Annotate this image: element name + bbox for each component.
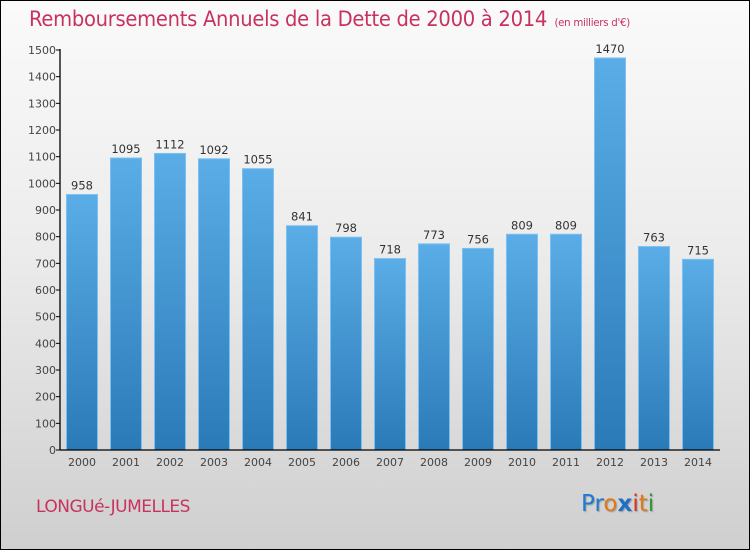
city-name: LONGUé-JUMELLES [36, 497, 190, 517]
bar-2002 [154, 152, 186, 451]
data-label-2001: 1095 [111, 142, 140, 156]
x-tick-label-2013: 2013 [640, 456, 668, 469]
x-tick-label-2000: 2000 [68, 456, 96, 469]
bar-2007 [374, 258, 406, 451]
data-label-2005: 841 [291, 210, 313, 224]
y-tick-label-1500: 1500 [28, 44, 56, 57]
title-text: Remboursements Annuels de la Dette de 20… [29, 7, 548, 31]
x-tick-label-2003: 2003 [200, 456, 228, 469]
x-tick-label-2002: 2002 [156, 456, 184, 469]
y-axis: 0 100 200 300 400 500 600 700 800 900 1000 1100 1200… [28, 44, 61, 457]
x-tick-label-2009: 2009 [464, 456, 492, 469]
bar-2008 [418, 243, 450, 451]
bar-2005 [286, 225, 318, 451]
logo-letter: r [594, 491, 604, 517]
y-tick-label-400: 400 [35, 337, 56, 350]
x-tick-label-2007: 2007 [376, 456, 404, 469]
x-tick-label-2006: 2006 [332, 456, 360, 469]
y-tick-label-100: 100 [35, 417, 56, 430]
data-label-2000: 958 [71, 179, 93, 193]
logo-letter: P [581, 491, 595, 517]
y-tick-label-800: 800 [35, 231, 56, 244]
bar-2003 [198, 158, 230, 451]
data-label-2010: 809 [511, 218, 533, 232]
data-label-2003: 1092 [199, 143, 228, 157]
bars-group: 958 1095 1112 1092 1055 841 798 718 773 756 809 809… [66, 42, 714, 451]
bar-2014 [682, 258, 714, 451]
logo-letter: i [632, 491, 639, 517]
proxiti-logo[interactable]: Proxiti [581, 491, 654, 517]
y-tick-label-700: 700 [35, 257, 56, 270]
unit-note: (en milliers d'€) [554, 16, 630, 29]
y-tick-label-900: 900 [35, 204, 56, 217]
chart-title: Remboursements Annuels de la Dette de 20… [29, 7, 630, 31]
data-label-2002: 1112 [155, 137, 184, 151]
x-tick-label-2001: 2001 [112, 456, 140, 469]
data-label-2012: 1470 [595, 42, 624, 56]
bar-2000 [66, 194, 98, 451]
y-tick-label-500: 500 [35, 311, 56, 324]
y-tick-label-1100: 1100 [28, 151, 56, 164]
data-label-2007: 718 [379, 243, 401, 257]
bar-2009 [462, 247, 494, 451]
data-label-2006: 798 [335, 221, 357, 235]
data-label-2011: 809 [555, 218, 577, 232]
data-label-2009: 756 [467, 232, 489, 246]
logo-letter: t [638, 491, 648, 517]
bar-2011 [550, 233, 582, 451]
bar-2006 [330, 236, 362, 451]
data-label-2013: 763 [643, 231, 665, 245]
y-tick-label-1000: 1000 [28, 177, 56, 190]
y-tick-label-1400: 1400 [28, 71, 56, 84]
data-label-2014: 715 [687, 243, 709, 257]
logo-letter: i [647, 491, 655, 517]
x-tick-label-2014: 2014 [684, 456, 712, 469]
y-tick-label-1200: 1200 [28, 124, 56, 137]
x-tick-label-2011: 2011 [552, 456, 580, 469]
x-tick-label-2010: 2010 [508, 456, 536, 469]
y-tick-label-0: 0 [49, 444, 56, 457]
y-tick-label-300: 300 [35, 364, 56, 377]
x-tick-label-2008: 2008 [420, 456, 448, 469]
data-label-2004: 1055 [243, 153, 272, 167]
x-tick-label-2005: 2005 [288, 456, 316, 469]
logo-letter: x [617, 491, 633, 517]
y-tick-label-200: 200 [35, 391, 56, 404]
data-label-2008: 773 [423, 228, 445, 242]
x-tick-label-2012: 2012 [596, 456, 624, 469]
y-tick-label-600: 600 [35, 284, 56, 297]
x-axis: 2000 2001 2002 2003 2004 2005 2006 2007 2008 2009… [60, 449, 720, 469]
y-tick-label-1300: 1300 [28, 97, 56, 110]
bar-2004 [242, 168, 274, 451]
bar-2001 [110, 157, 142, 451]
logo-letter: o [603, 491, 618, 517]
bar-2013 [638, 246, 670, 451]
bar-2012 [594, 57, 626, 451]
x-tick-label-2004: 2004 [244, 456, 272, 469]
bar-2010 [506, 233, 538, 451]
